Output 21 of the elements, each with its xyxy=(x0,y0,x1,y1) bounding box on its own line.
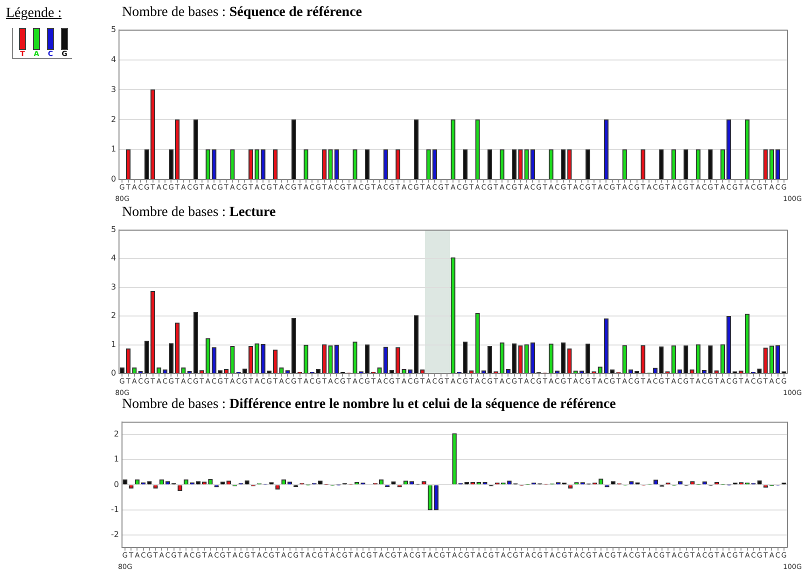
y-tick-label: 0 xyxy=(114,480,119,489)
y-tick-label: -2 xyxy=(110,530,119,540)
y-tick-label: -1 xyxy=(110,504,119,514)
y-tick-label: 1 xyxy=(110,340,116,349)
y-tick-label: 1 xyxy=(110,144,116,154)
y-tick-label: 2 xyxy=(110,311,116,320)
y-tick-label: 4 xyxy=(110,54,116,64)
y-tick-label: 3 xyxy=(110,84,116,94)
y-tick-label: 5 xyxy=(110,24,116,34)
y-tick-label: 1 xyxy=(114,454,119,464)
y-tick-label: 3 xyxy=(110,282,116,292)
y-tick-label: 0 xyxy=(110,174,116,184)
y-tick-label: 2 xyxy=(110,114,116,124)
chart-title: Nombre de bases : Séquence de référence xyxy=(122,4,364,22)
y-tick-label: 4 xyxy=(110,254,116,263)
chart-title: Nombre de bases : Lecture xyxy=(122,204,277,222)
chart-title: Nombre de bases : Différence entre le nombre lu et celui de la séquence de référence xyxy=(122,396,617,414)
y-tick-label: 2 xyxy=(114,429,119,438)
y-tick-label: 5 xyxy=(110,224,116,234)
y-tick-label: 0 xyxy=(110,368,116,378)
legend-title: Légende : xyxy=(6,6,63,22)
